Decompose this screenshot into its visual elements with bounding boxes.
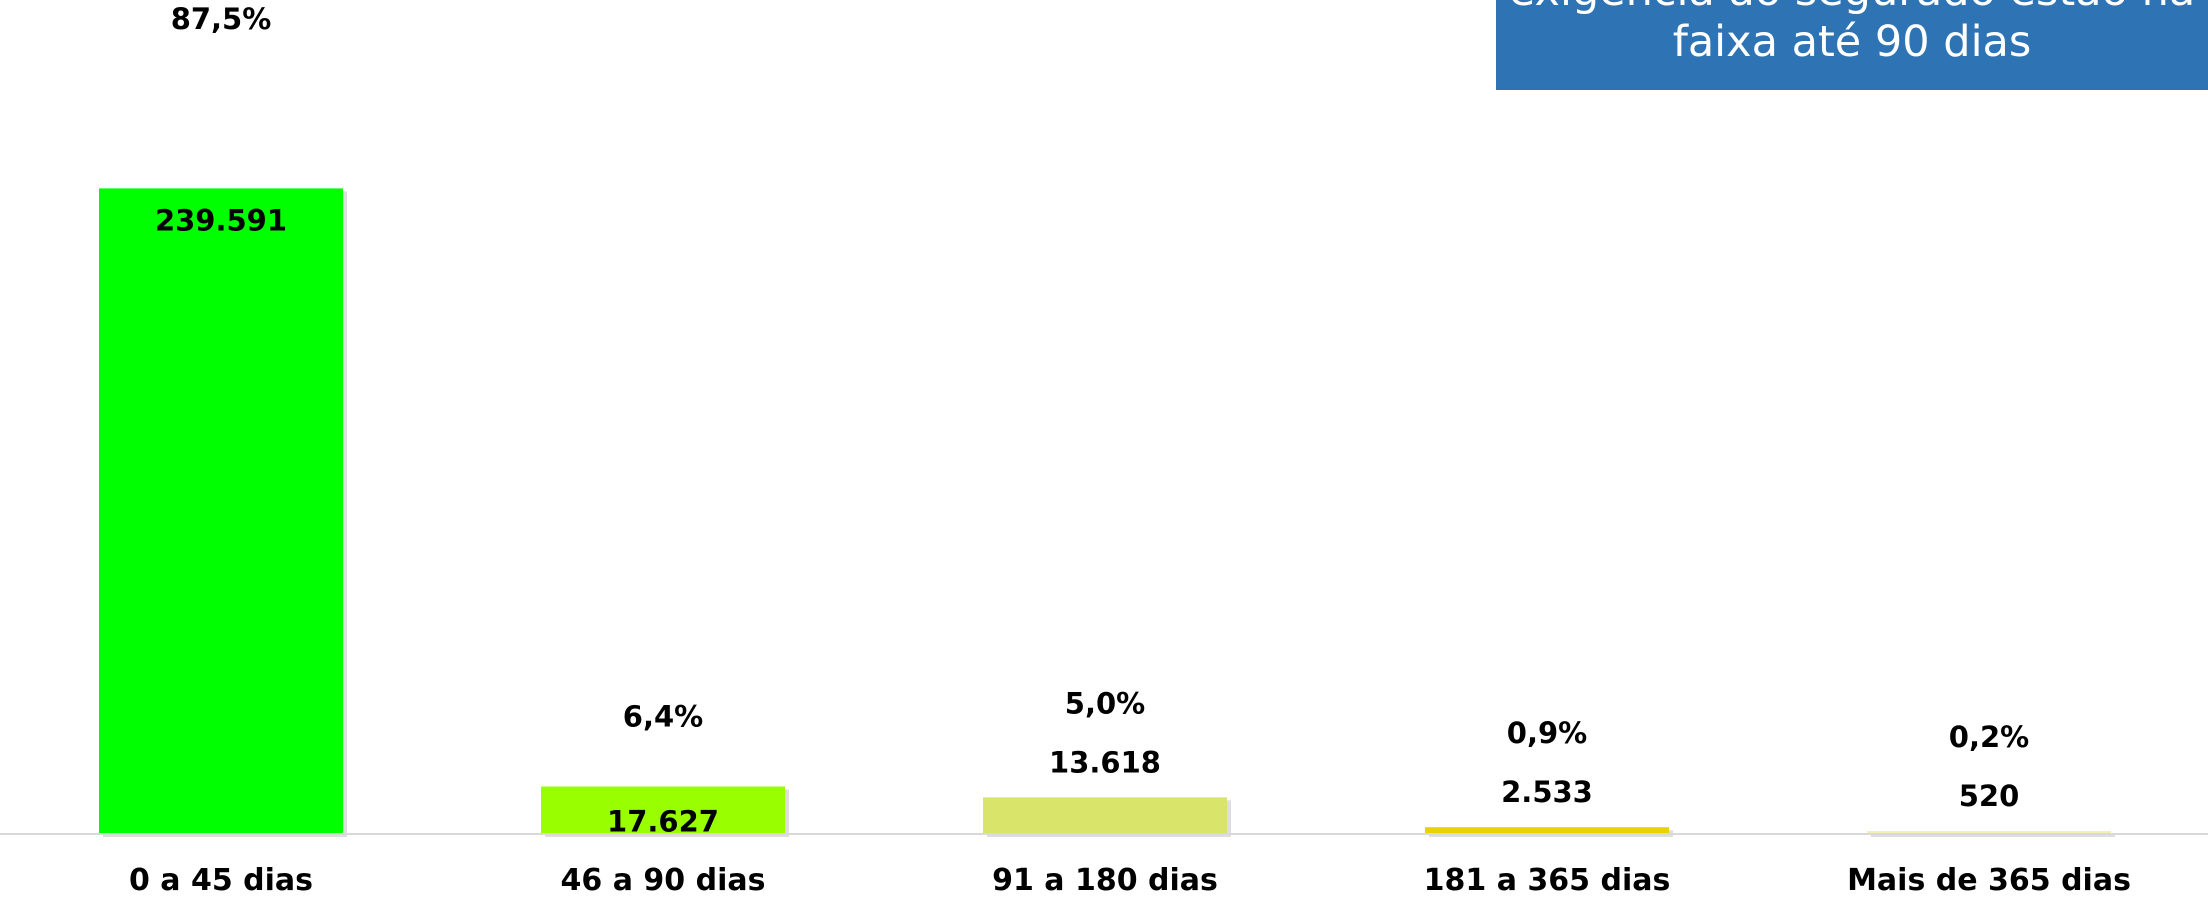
- labels-group: 239.591 87,5% 0 a 45 dias 17.627 6,4% 46 a 90…: [129, 2, 2131, 898]
- data-label: 17.627: [607, 805, 719, 839]
- bars-group: [99, 188, 2115, 838]
- data-label: 239.591: [155, 203, 287, 237]
- category-label: 91 a 180 dias: [992, 863, 1218, 898]
- category-label: 0 a 45 dias: [129, 863, 313, 898]
- percent-label: 5,0%: [1065, 686, 1145, 720]
- callout-box: exigência ao segurado estão na faixa até…: [1496, 0, 2208, 90]
- data-label: 13.618: [1049, 745, 1161, 779]
- callout-line-1: exigência ao segurado estão na: [1496, 0, 2208, 17]
- category-label: 46 a 90 dias: [561, 863, 766, 898]
- bar: [983, 797, 1227, 834]
- category-label: 181 a 365 dias: [1424, 863, 1671, 898]
- callout-line-2: faixa até 90 dias: [1672, 17, 2032, 67]
- bar: [99, 188, 343, 835]
- bar: [541, 786, 785, 834]
- category-label: Mais de 365 dias: [1847, 863, 2131, 898]
- percent-label: 0,9%: [1507, 716, 1587, 750]
- percent-label: 0,2%: [1949, 720, 2029, 754]
- percent-label: 6,4%: [623, 700, 703, 734]
- percent-label: 87,5%: [171, 2, 272, 36]
- data-label: 520: [1959, 779, 2020, 813]
- bar: [1425, 827, 1669, 834]
- data-label: 2.533: [1501, 775, 1593, 809]
- bar: [1867, 831, 2111, 834]
- bar-shadow: [1871, 834, 2115, 837]
